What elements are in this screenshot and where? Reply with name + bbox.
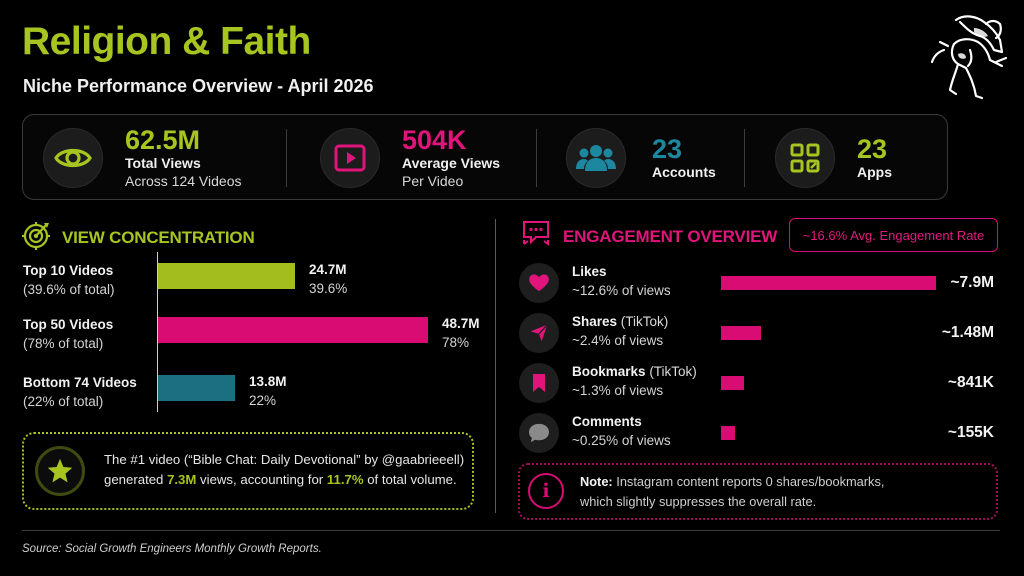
section-divider	[495, 219, 496, 513]
angel-figure-logo-icon	[914, 6, 1010, 102]
info-icon: i	[528, 473, 564, 509]
vc-row-label: Top 10 Videos (39.6% of total)	[23, 262, 115, 299]
note-line1: Instagram content reports 0 shares/bookm…	[612, 474, 885, 489]
eng-name: Shares	[572, 314, 618, 329]
engagement-row: Likes ~12.6% of views ~7.9M	[519, 263, 999, 303]
eng-percent: ~2.4% of views	[572, 333, 664, 348]
highlight-line1: The #1 video (“Bible Chat: Daily Devotio…	[104, 452, 465, 467]
eng-name: Comments	[572, 414, 642, 429]
eng-percent: ~12.6% of views	[572, 283, 671, 298]
vc-bar	[158, 263, 295, 289]
kpi-value: 62.5M	[125, 125, 201, 155]
kpi-average-views: 504K Average Views Per Video	[320, 115, 500, 201]
eng-value: ~1.48M	[941, 324, 994, 341]
vc-value-label: 48.7M 78%	[442, 314, 480, 352]
bookmark-icon	[519, 363, 559, 403]
page-subtitle: Niche Performance Overview - April 2026	[23, 76, 374, 96]
kpi-divider	[744, 129, 745, 187]
eng-bar	[721, 276, 936, 290]
eng-platform: (TikTok)	[649, 364, 697, 379]
kpi-sub: Per Video	[402, 173, 464, 189]
kpi-total-views: 62.5M Total Views Across 124 Videos	[43, 115, 241, 201]
engagement-row: Bookmarks (TikTok) ~1.3% of views ~841K	[519, 363, 999, 403]
highlight-pre: generated	[104, 472, 168, 487]
vc-sub: (22% of total)	[23, 394, 104, 409]
kpi-summary-panel: 62.5M Total Views Across 124 Videos 504K…	[22, 114, 948, 200]
apps-grid-icon	[775, 128, 835, 188]
view-concentration-header: VIEW CONCENTRATION	[22, 220, 255, 255]
highlight-views: 7.3M	[167, 472, 197, 487]
chart-axis	[157, 252, 158, 412]
chat-bubbles-icon	[521, 220, 551, 253]
vc-sub: (78% of total)	[23, 336, 104, 351]
highlight-share: 11.7%	[326, 472, 364, 487]
vc-percent: 39.6%	[309, 281, 348, 296]
engagement-row: Comments ~0.25% of views ~155K	[519, 413, 999, 453]
vc-label: Top 50 Videos	[23, 317, 114, 332]
note-box	[518, 463, 998, 520]
vc-bar	[158, 375, 235, 401]
users-icon	[566, 128, 626, 188]
vc-label: Top 10 Videos	[23, 263, 114, 278]
vc-value: 48.7M	[442, 316, 480, 331]
note-line2: which slightly suppresses the overall ra…	[580, 494, 817, 509]
page-title: Religion & Faith	[22, 20, 311, 63]
heart-icon	[519, 263, 559, 303]
highlight-mid: views, accounting for	[196, 472, 327, 487]
section-title: VIEW CONCENTRATION	[62, 227, 255, 247]
kpi-label: Total Views	[125, 155, 201, 171]
comment-icon	[519, 413, 559, 453]
star-icon	[35, 446, 85, 496]
vc-value: 24.7M	[309, 262, 347, 277]
footer-divider	[22, 530, 1000, 531]
top-video-highlight-text: The #1 video (“Bible Chat: Daily Devotio…	[104, 450, 469, 490]
eng-percent: ~1.3% of views	[572, 383, 664, 398]
eng-platform: (TikTok)	[620, 314, 669, 329]
engagement-row: Shares (TikTok) ~2.4% of views ~1.48M	[519, 313, 999, 353]
source-citation: Source: Social Growth Engineers Monthly …	[22, 543, 322, 555]
vc-sub: (39.6% of total)	[23, 282, 115, 297]
eng-name: Likes	[572, 264, 607, 279]
kpi-value: 23	[857, 134, 888, 164]
top-video-highlight-box	[22, 432, 474, 510]
vc-percent: 78%	[442, 335, 470, 350]
kpi-divider	[536, 129, 537, 187]
vc-label: Bottom 74 Videos	[23, 375, 137, 390]
section-title: ENGAGEMENT OVERVIEW	[563, 226, 778, 246]
vc-value-label: 13.8M 22%	[249, 372, 287, 410]
kpi-value: 504K	[402, 125, 467, 155]
eye-icon	[43, 128, 103, 188]
note-bold: Note:	[580, 474, 613, 489]
eng-value: ~841K	[947, 374, 994, 391]
eng-percent: ~0.25% of views	[572, 433, 671, 448]
vc-value: 13.8M	[249, 374, 287, 389]
eng-bar	[721, 426, 735, 440]
send-icon	[519, 313, 559, 353]
kpi-accounts: 23 Accounts	[566, 115, 716, 201]
engagement-overview-header: ENGAGEMENT OVERVIEW	[521, 220, 777, 253]
play-icon	[320, 128, 380, 188]
kpi-sub: Across 124 Videos	[125, 173, 242, 189]
vc-row-label: Bottom 74 Videos (22% of total)	[23, 374, 137, 411]
eng-name: Bookmarks	[572, 364, 646, 379]
eng-value: ~155K	[947, 424, 994, 441]
avg-engagement-rate-badge: ~16.6% Avg. Engagement Rate	[789, 218, 998, 252]
highlight-post: of total volume.	[363, 472, 457, 487]
eng-value: ~7.9M	[950, 274, 994, 291]
kpi-label: Accounts	[652, 164, 716, 180]
highlight-line2: generated 7.3M views, accounting for 11.…	[104, 470, 469, 490]
eng-bar	[721, 376, 744, 390]
kpi-value: 23	[652, 134, 683, 164]
vc-row-label: Top 50 Videos (78% of total)	[23, 316, 113, 353]
target-radar-icon	[22, 220, 52, 255]
kpi-divider	[286, 129, 287, 187]
eng-bar	[721, 326, 761, 340]
note-text: Note: Instagram content reports 0 shares…	[580, 472, 884, 512]
kpi-label: Average Views	[402, 155, 501, 171]
kpi-label: Apps	[857, 164, 892, 180]
vc-value-label: 24.7M 39.6%	[309, 260, 347, 298]
kpi-apps: 23 Apps	[775, 115, 892, 201]
vc-bar	[158, 317, 428, 343]
vc-percent: 22%	[249, 393, 277, 408]
